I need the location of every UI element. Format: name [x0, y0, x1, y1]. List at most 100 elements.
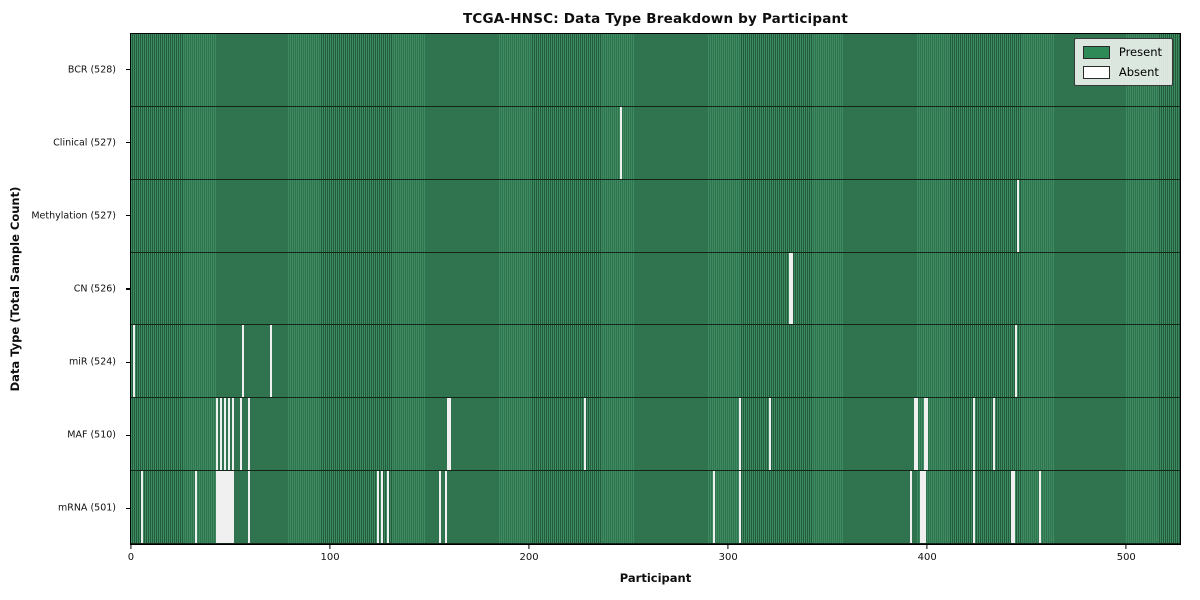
absent-stripe	[1015, 325, 1018, 398]
absent-stripe	[222, 471, 225, 543]
absent-stripe	[230, 471, 233, 543]
absent-stripe	[220, 471, 223, 543]
absent-stripe	[242, 325, 245, 398]
legend-swatch-present	[1082, 45, 1110, 59]
x-tick-label: 0	[127, 552, 135, 563]
absent-stripe	[248, 398, 251, 471]
row-bcr	[131, 34, 1180, 107]
x-tick-mark	[926, 545, 928, 549]
x-tick-mark	[130, 545, 132, 549]
absent-stripe	[1013, 471, 1016, 543]
absent-stripe	[913, 398, 916, 471]
y-tick-mark	[126, 434, 130, 436]
plot-area: Present Absent	[130, 33, 1181, 545]
legend-label-present: Present	[1118, 45, 1162, 59]
absent-stripe	[218, 471, 221, 543]
y-tick-mark	[126, 215, 130, 217]
absent-stripe	[713, 471, 716, 543]
absent-stripe	[132, 325, 135, 398]
x-tick-mark	[1125, 545, 1127, 549]
x-axis: 0 100 200 300 400 500	[127, 545, 1181, 585]
absent-stripe	[220, 398, 223, 471]
absent-stripe	[224, 471, 227, 543]
absent-stripe	[973, 398, 976, 471]
x-tick-label: 400	[917, 552, 937, 563]
row-clinical	[131, 106, 1180, 180]
absent-stripe	[1017, 179, 1020, 252]
row-cn	[131, 252, 1180, 326]
absent-stripe	[973, 471, 976, 543]
absent-stripe	[232, 471, 235, 543]
legend-swatch-absent	[1082, 65, 1110, 79]
y-tick-label: CN (526)	[73, 283, 116, 295]
absent-stripe	[381, 471, 384, 543]
y-tick-labels: BCR (528) Clinical (527) Methylation (527)…	[0, 33, 126, 545]
absent-stripe	[925, 398, 928, 471]
x-tick-label: 100	[320, 552, 340, 563]
absent-stripe	[232, 398, 235, 471]
absent-stripe	[240, 398, 243, 471]
absent-stripe	[444, 471, 447, 543]
y-tick-label: BCR (528)	[67, 64, 116, 76]
absent-stripe	[228, 471, 231, 543]
absent-stripe	[1038, 471, 1041, 543]
absent-stripe	[387, 471, 390, 543]
y-tick-mark	[126, 68, 130, 71]
y-tick-mark	[126, 142, 130, 144]
absent-stripe	[768, 398, 771, 471]
absent-stripe	[140, 471, 143, 543]
y-tick-mark	[126, 507, 130, 510]
legend-item-present: Present	[1082, 45, 1162, 59]
absent-stripe	[788, 252, 791, 325]
absent-stripe	[1011, 471, 1014, 543]
row-methylation	[131, 179, 1180, 253]
absent-stripe	[194, 471, 197, 543]
legend-label-absent: Absent	[1118, 65, 1159, 79]
x-tick-label: 300	[718, 552, 738, 563]
row-mir	[131, 325, 1180, 399]
x-axis-label: Participant	[619, 571, 692, 585]
absent-stripe	[909, 471, 912, 543]
absent-stripe	[270, 325, 273, 398]
absent-stripe	[446, 398, 449, 471]
absent-stripe	[919, 471, 922, 543]
absent-stripe	[224, 398, 227, 471]
absent-stripe	[377, 471, 380, 543]
y-tick-label: mRNA (501)	[57, 502, 116, 514]
row-mrna	[131, 471, 1180, 544]
absent-stripe	[790, 252, 793, 325]
absent-stripe	[921, 471, 924, 543]
absent-stripe	[583, 398, 586, 471]
legend: Present Absent	[1073, 38, 1173, 86]
y-tick-label: MAF (510)	[67, 429, 116, 441]
absent-stripe	[738, 471, 741, 543]
absent-stripe	[216, 398, 219, 471]
absent-stripe	[619, 106, 622, 179]
x-tick-label: 500	[1116, 552, 1136, 563]
x-tick-mark	[329, 545, 331, 549]
x-tick-mark	[727, 545, 729, 549]
absent-stripe	[226, 471, 229, 543]
absent-stripe	[923, 398, 926, 471]
absent-stripe	[448, 398, 451, 471]
y-tick-label: Methylation (527)	[31, 210, 116, 222]
absent-stripe	[915, 398, 918, 471]
absent-stripe	[438, 471, 441, 543]
y-tick-label: Clinical (527)	[53, 137, 116, 149]
y-tick-label: miR (524)	[68, 356, 116, 368]
y-tick-mark	[126, 361, 130, 363]
y-tick-mark	[126, 288, 130, 290]
absent-stripe	[248, 471, 251, 543]
chart-title: TCGA-HNSC: Data Type Breakdown by Partic…	[462, 11, 848, 27]
y-tick-marks	[126, 33, 130, 545]
legend-item-absent: Absent	[1082, 65, 1162, 79]
absent-stripe	[738, 398, 741, 471]
x-tick-mark	[528, 545, 530, 549]
absent-stripe	[216, 471, 219, 543]
absent-stripe	[993, 398, 996, 471]
row-maf	[131, 398, 1180, 472]
x-tick-label: 200	[519, 552, 539, 563]
absent-stripe	[228, 398, 231, 471]
absent-stripe	[923, 471, 926, 543]
